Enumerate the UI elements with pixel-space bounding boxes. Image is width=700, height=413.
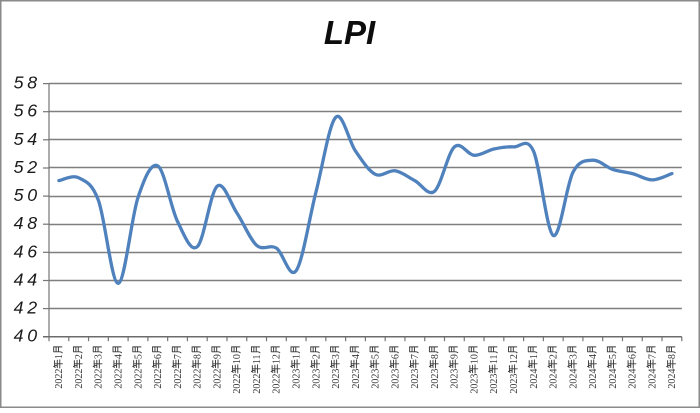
svg-text:2023: 2023 [450, 369, 461, 389]
svg-text:2022: 2022 [54, 369, 65, 389]
svg-text:2023: 2023 [469, 374, 480, 394]
svg-text:2: 2 [311, 354, 322, 359]
svg-text:2024: 2024 [568, 369, 579, 389]
svg-text:2023: 2023 [430, 369, 441, 389]
svg-text:52: 52 [14, 157, 41, 177]
svg-text:2024: 2024 [529, 369, 540, 389]
svg-text:11: 11 [252, 354, 263, 364]
svg-text:12: 12 [509, 354, 520, 364]
svg-text:2: 2 [74, 354, 85, 359]
svg-text:3: 3 [568, 354, 579, 359]
svg-text:2023: 2023 [291, 369, 302, 389]
svg-text:7: 7 [173, 354, 184, 359]
svg-text:2022: 2022 [272, 374, 283, 394]
svg-text:7: 7 [410, 354, 421, 359]
svg-text:2022: 2022 [114, 369, 125, 389]
svg-text:2024: 2024 [588, 369, 599, 389]
svg-text:2024: 2024 [628, 369, 639, 389]
svg-text:2022: 2022 [74, 369, 85, 389]
svg-text:1: 1 [54, 354, 65, 359]
svg-text:5: 5 [133, 354, 144, 359]
svg-text:2024: 2024 [608, 369, 619, 389]
svg-text:8: 8 [667, 354, 678, 359]
svg-text:2024: 2024 [549, 369, 560, 389]
svg-text:7: 7 [647, 354, 658, 359]
svg-text:11: 11 [489, 354, 500, 364]
svg-text:3: 3 [331, 354, 342, 359]
svg-text:1: 1 [529, 354, 540, 359]
svg-text:40: 40 [14, 326, 41, 346]
svg-text:2: 2 [549, 354, 560, 359]
svg-text:LPI: LPI [324, 14, 376, 51]
svg-text:8: 8 [430, 354, 441, 359]
svg-text:10: 10 [469, 354, 480, 364]
svg-text:46: 46 [14, 241, 41, 261]
svg-text:6: 6 [628, 354, 639, 359]
svg-text:2023: 2023 [489, 374, 500, 394]
svg-text:9: 9 [450, 354, 461, 359]
svg-text:54: 54 [14, 129, 41, 149]
svg-text:2022: 2022 [212, 369, 223, 389]
svg-text:56: 56 [14, 101, 41, 121]
svg-text:2022: 2022 [252, 374, 263, 394]
svg-text:6: 6 [153, 354, 164, 359]
svg-text:4: 4 [351, 354, 362, 359]
svg-text:5: 5 [608, 354, 619, 359]
svg-text:42: 42 [14, 298, 41, 318]
svg-text:2022: 2022 [173, 369, 184, 389]
svg-text:10: 10 [232, 354, 243, 364]
svg-text:48: 48 [14, 213, 41, 233]
svg-text:5: 5 [371, 354, 382, 359]
svg-text:4: 4 [588, 354, 599, 359]
svg-text:1: 1 [291, 354, 302, 359]
svg-text:2022: 2022 [193, 369, 204, 389]
svg-text:4: 4 [114, 354, 125, 359]
svg-text:2024: 2024 [667, 369, 678, 389]
svg-text:2022: 2022 [133, 369, 144, 389]
svg-text:58: 58 [14, 73, 41, 93]
svg-text:6: 6 [390, 354, 401, 359]
svg-text:2023: 2023 [509, 374, 520, 394]
svg-text:2023: 2023 [331, 369, 342, 389]
svg-text:2022: 2022 [153, 369, 164, 389]
svg-text:8: 8 [193, 354, 204, 359]
svg-text:2023: 2023 [311, 369, 322, 389]
svg-text:2022: 2022 [94, 369, 105, 389]
svg-text:2024: 2024 [647, 369, 658, 389]
svg-text:2023: 2023 [371, 369, 382, 389]
svg-text:2023: 2023 [410, 369, 421, 389]
svg-text:9: 9 [212, 354, 223, 359]
svg-text:50: 50 [14, 185, 41, 205]
svg-text:44: 44 [14, 270, 41, 290]
svg-text:2022: 2022 [232, 374, 243, 394]
svg-text:12: 12 [272, 354, 283, 364]
svg-text:2023: 2023 [390, 369, 401, 389]
svg-text:3: 3 [94, 354, 105, 359]
svg-text:2023: 2023 [351, 369, 362, 389]
